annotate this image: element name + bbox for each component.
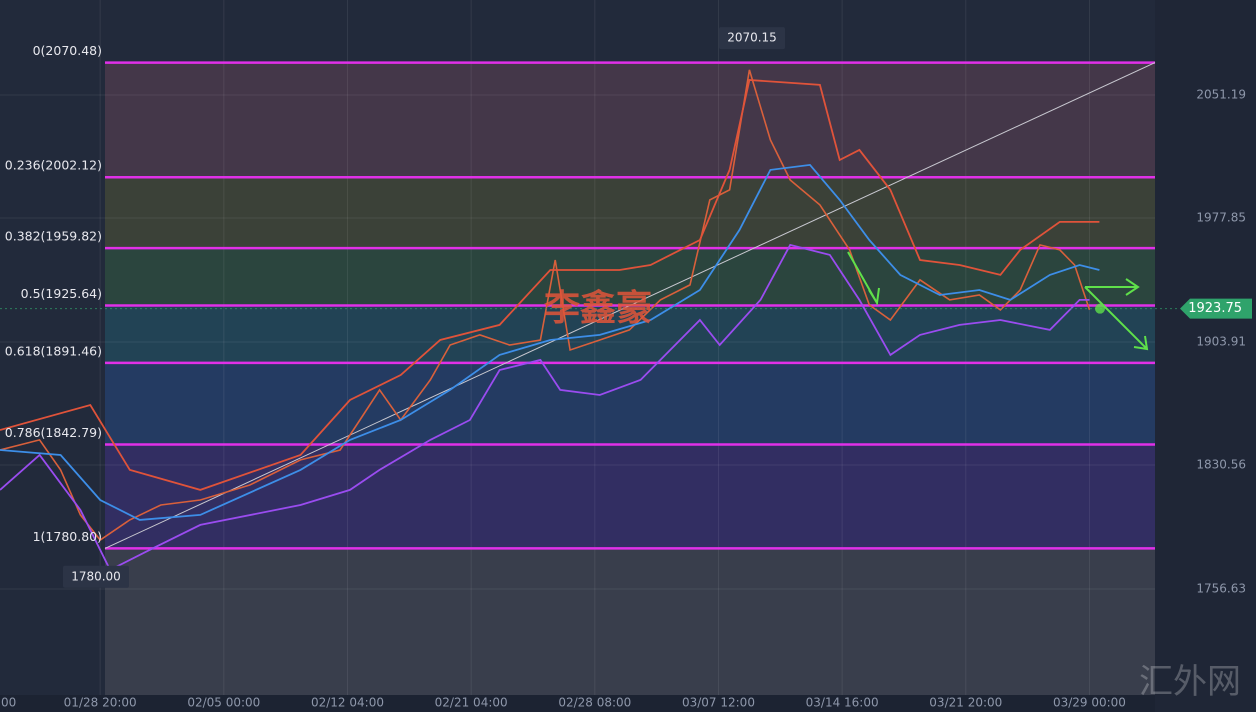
high-box — [719, 27, 785, 50]
x-tick-label: 02/21 04:00 — [435, 696, 508, 710]
y-tick-label: 2051.19 — [1196, 87, 1246, 101]
watermark: 李鑫豪 — [544, 288, 652, 329]
axis-panel — [1155, 0, 1256, 712]
series-line — [0, 163, 1100, 521]
x-tick-label: 02/28 08:00 — [558, 696, 631, 710]
x-tick-label: 00 — [1, 696, 16, 710]
fib-zone — [105, 177, 1155, 249]
series-line — [0, 79, 1100, 491]
last-price-label: 1923.75 — [1188, 301, 1242, 316]
x-tick-label: 03/14 16:00 — [806, 696, 879, 710]
fib-label: 0(2070.48) — [33, 43, 102, 58]
source-watermark: 汇外网 — [1139, 662, 1241, 702]
fib-label: 0.786(1842.79) — [5, 425, 102, 440]
y-tick-label: 1903.91 — [1196, 334, 1246, 348]
fib-label: 0.382(1959.82) — [5, 229, 102, 244]
y-tick-label: 1977.85 — [1196, 210, 1246, 224]
fib-label: 0.618(1891.46) — [5, 343, 102, 358]
fib-zone — [105, 362, 1155, 445]
y-tick-label: 1756.63 — [1196, 581, 1246, 595]
arrows — [847, 251, 1149, 351]
high-label: 2070.15 — [727, 31, 777, 45]
fib-label: 0.236(2002.12) — [5, 158, 102, 173]
fib-label: 0.5(1925.64) — [21, 286, 102, 301]
y-tick-label: 1830.56 — [1196, 457, 1246, 471]
x-tick-label: 03/07 12:00 — [682, 696, 755, 710]
arrow — [1084, 286, 1149, 351]
series-line — [0, 69, 1091, 542]
x-tick-label: 03/21 20:00 — [929, 696, 1002, 710]
arrow — [847, 251, 880, 306]
fib-zone — [105, 444, 1155, 549]
fib-zone — [105, 305, 1155, 363]
x-tick-label: 03/29 00:00 — [1053, 696, 1126, 710]
fib-label: 1(1780.80) — [33, 529, 102, 544]
trend-line — [104, 62, 1156, 549]
fib-zone — [105, 548, 1155, 695]
series-line — [0, 243, 1090, 572]
x-tick-label: 02/12 04:00 — [311, 696, 384, 710]
x-tick-label: 02/05 00:00 — [187, 696, 260, 710]
low-label: 1780.00 — [71, 569, 121, 583]
last-price-tag — [1180, 298, 1252, 319]
fib-zone — [105, 62, 1155, 178]
low-box — [63, 565, 129, 588]
x-tick-label: 01/28 20:00 — [64, 696, 137, 710]
last-price-dot — [1095, 303, 1105, 314]
arrow — [1085, 278, 1140, 296]
